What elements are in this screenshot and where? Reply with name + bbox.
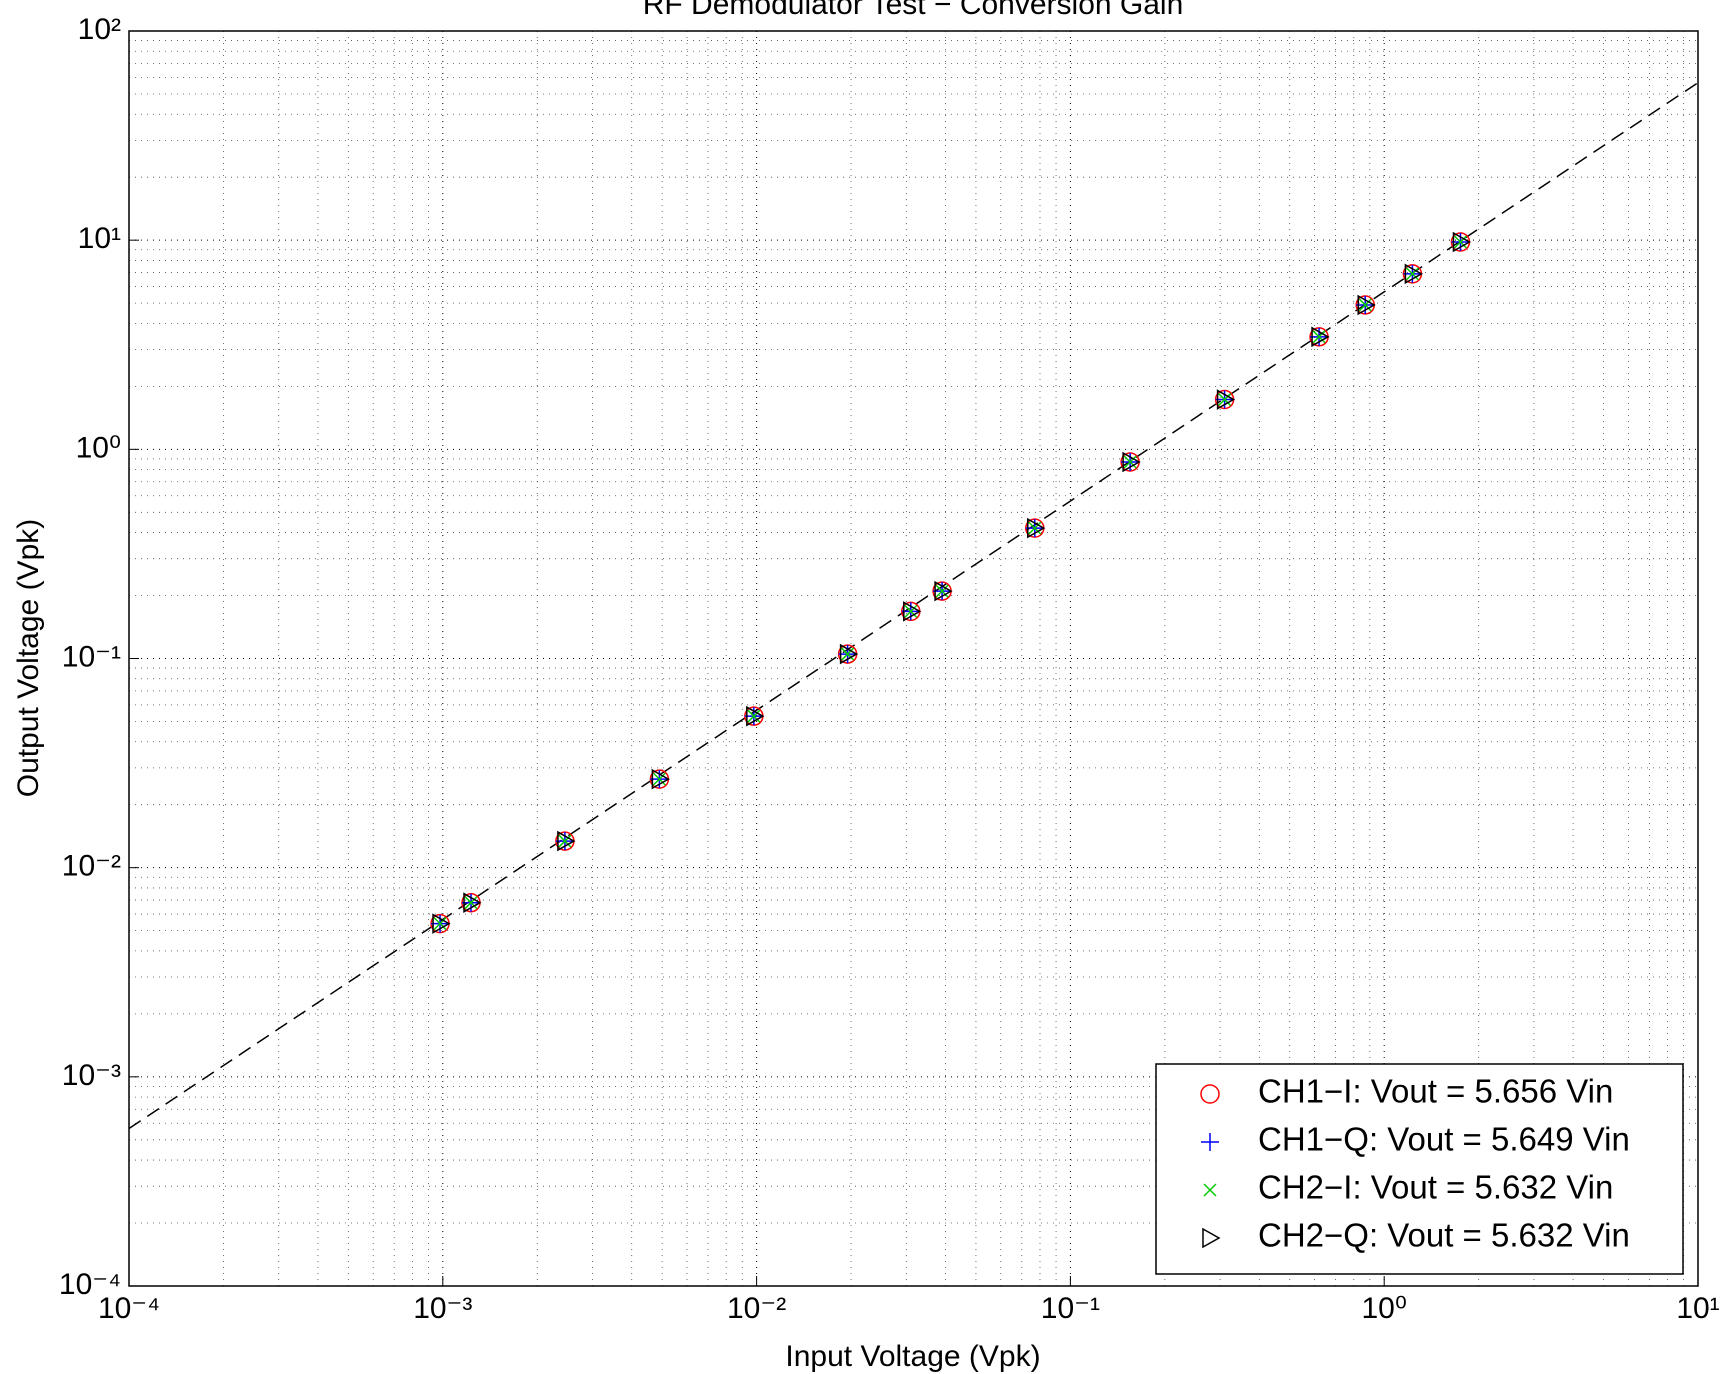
marker-triangle-right <box>1027 517 1046 539</box>
legend-label: CH1−Q: Vout = 5.649 Vin <box>1258 1121 1630 1158</box>
marker-x <box>1203 1183 1217 1197</box>
y-tick-label: 10⁻³ <box>62 1059 121 1092</box>
x-tick-label: 10⁻³ <box>413 1292 472 1325</box>
marker-triangle-right <box>746 705 765 727</box>
legend-label: CH2−Q: Vout = 5.632 Vin <box>1258 1217 1630 1254</box>
marker-x <box>1453 235 1468 249</box>
marker-triangle-right <box>1404 263 1423 285</box>
marker-triangle-right <box>651 768 670 790</box>
marker-x <box>1218 393 1232 407</box>
marker-triangle-right <box>1122 451 1141 473</box>
marker-x <box>433 917 447 931</box>
marker-triangle-right <box>557 830 576 852</box>
marker-x <box>841 647 855 661</box>
x-tick-label: 10¹ <box>1676 1292 1719 1325</box>
chart-title: RF Demodulator Test − Conversion Gain <box>643 0 1184 21</box>
marker-triangle-right <box>1216 389 1236 410</box>
marker-x <box>558 834 572 848</box>
legend-box <box>1155 1063 1684 1275</box>
marker-x <box>747 709 761 723</box>
marker-circle <box>1200 1084 1220 1104</box>
marker-triangle-right <box>903 601 922 622</box>
marker-triangle-right <box>1452 231 1471 253</box>
marker-triangle-right <box>1357 294 1376 316</box>
marker-x <box>1405 267 1419 281</box>
marker-x <box>1028 521 1042 535</box>
y-tick-label: 10⁻² <box>62 850 121 883</box>
marker-x <box>1312 330 1326 344</box>
marker-triangle-right <box>1202 1227 1221 1249</box>
fit-line <box>128 82 1699 1130</box>
marker-triangle-right <box>432 913 451 934</box>
marker-x <box>935 584 949 598</box>
marker-triangle-right <box>934 580 953 602</box>
marker-triangle-right <box>839 643 859 665</box>
x-tick-label: 10⁻⁴ <box>98 1292 160 1325</box>
y-axis-label: Output Voltage (Vpk) <box>12 519 45 798</box>
marker-x <box>652 772 666 786</box>
marker-triangle-right <box>463 892 482 913</box>
y-tick-label: 10² <box>78 13 121 46</box>
y-tick-label: 10⁻¹ <box>62 640 121 673</box>
legend-label: CH2−I: Vout = 5.632 Vin <box>1258 1169 1613 1206</box>
marker-triangle-right <box>1311 326 1330 348</box>
x-tick-label: 10⁻¹ <box>1041 1292 1100 1325</box>
marker-x <box>904 604 918 618</box>
plot-frame <box>128 30 1699 1287</box>
x-tick-label: 10⁻² <box>727 1292 786 1325</box>
marker-x <box>1123 455 1137 469</box>
y-tick-label: 10⁰ <box>76 431 121 464</box>
y-tick-label: 10⁻⁴ <box>59 1268 121 1301</box>
marker-x <box>1358 298 1372 312</box>
marker-x <box>464 896 478 910</box>
legend-label: CH1−I: Vout = 5.656 Vin <box>1258 1073 1613 1110</box>
marker-plus <box>1201 1133 1219 1151</box>
y-tick-label: 10¹ <box>78 222 121 255</box>
x-axis-label: Input Voltage (Vpk) <box>785 1340 1040 1373</box>
x-tick-label: 10⁰ <box>1361 1292 1406 1325</box>
